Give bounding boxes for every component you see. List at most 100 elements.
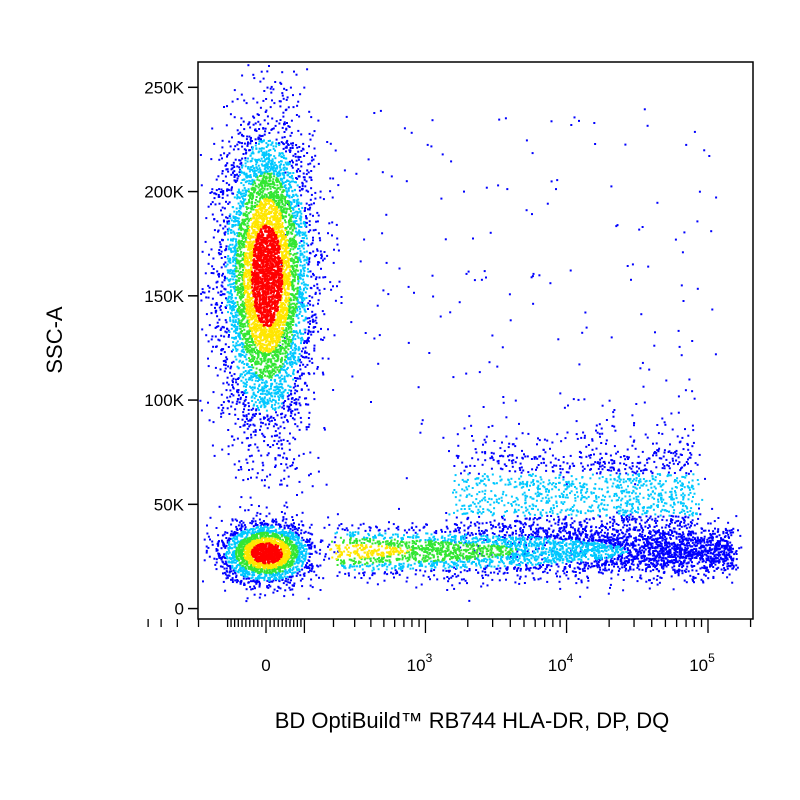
event-dot <box>468 472 471 475</box>
event-dot <box>554 536 557 539</box>
event-dot <box>267 418 270 421</box>
event-dot <box>673 548 676 550</box>
event-dot <box>376 583 379 586</box>
event-dot <box>564 515 567 518</box>
event-dot <box>699 567 702 570</box>
event-dot <box>563 527 566 530</box>
event-dot <box>294 571 297 574</box>
event-dot <box>264 111 267 113</box>
event-dot <box>551 530 554 533</box>
event-dot <box>675 520 678 523</box>
event-dot <box>737 529 739 532</box>
event-dot <box>616 548 618 551</box>
event-dot <box>653 557 656 560</box>
event-dot <box>269 106 272 109</box>
event-dot <box>521 480 524 483</box>
event-dot <box>686 547 688 550</box>
event-dot <box>651 547 654 549</box>
event-dot <box>224 589 227 592</box>
event-dot <box>308 132 311 135</box>
event-dot <box>666 559 669 562</box>
event-dot <box>665 379 668 382</box>
event-dot <box>709 549 712 551</box>
event-dot <box>237 132 240 135</box>
event-dot <box>687 462 689 465</box>
event-dot <box>253 77 256 80</box>
event-dot <box>598 545 601 548</box>
event-dot <box>539 511 542 514</box>
event-dot <box>601 525 604 528</box>
event-dot <box>692 552 695 555</box>
event-dot <box>524 455 527 458</box>
event-dot <box>210 350 213 353</box>
event-dot <box>211 213 214 216</box>
event-dot <box>683 579 686 582</box>
event-dot <box>560 538 563 541</box>
event-dot <box>643 558 646 561</box>
event-dot <box>597 561 600 563</box>
event-dot <box>243 431 246 434</box>
event-dot <box>542 458 545 461</box>
event-dot <box>576 535 579 538</box>
event-dot <box>546 202 549 205</box>
event-dot <box>568 559 571 562</box>
event-dot <box>222 190 225 192</box>
event-dot <box>270 128 273 131</box>
event-dot <box>652 552 655 555</box>
event-dot <box>225 537 228 539</box>
event-dot <box>617 468 620 471</box>
event-dot <box>635 538 638 541</box>
event-dot <box>670 521 673 524</box>
event-dot <box>247 448 250 451</box>
event-dot <box>548 520 551 523</box>
event-dot <box>529 517 531 520</box>
event-dot <box>726 558 729 561</box>
event-dot <box>717 530 720 533</box>
event-dot <box>225 168 228 171</box>
event-dot <box>654 476 657 479</box>
event-dot <box>222 191 225 194</box>
event-dot <box>630 555 633 558</box>
event-dot <box>203 538 206 541</box>
event-dot <box>627 520 629 523</box>
event-dot <box>625 567 627 570</box>
event-dot <box>491 473 494 476</box>
event-dot <box>319 541 322 543</box>
event-dot <box>252 579 255 582</box>
event-dot <box>299 404 302 407</box>
event-dot <box>225 307 227 309</box>
event-dot <box>280 82 283 85</box>
event-dot <box>505 465 508 467</box>
event-dot <box>293 382 296 385</box>
event-dot <box>663 451 666 454</box>
event-dot <box>223 106 225 108</box>
event-dot <box>226 576 229 579</box>
event-dot <box>475 569 478 571</box>
event-dot <box>320 257 323 260</box>
event-dot <box>324 276 327 279</box>
event-dot <box>307 372 310 374</box>
event-dot <box>259 428 261 431</box>
event-dot <box>605 540 608 542</box>
event-dot <box>466 570 469 573</box>
event-dot <box>614 546 617 549</box>
event-dot <box>719 543 721 546</box>
event-dot <box>287 398 290 401</box>
event-dot <box>306 567 309 569</box>
event-dot <box>705 559 708 562</box>
event-dot <box>240 523 243 526</box>
event-dot <box>633 439 636 442</box>
event-dot <box>580 451 582 454</box>
event-dot <box>555 464 558 467</box>
event-dot <box>676 569 679 572</box>
event-dot <box>679 555 682 558</box>
event-dot <box>614 548 617 551</box>
event-dot <box>679 545 682 548</box>
event-dot <box>655 539 658 542</box>
event-dot <box>231 167 234 170</box>
event-dot <box>221 293 224 296</box>
event-dot <box>256 524 259 526</box>
event-dot <box>467 531 470 534</box>
event-dot <box>691 578 694 581</box>
event-dot <box>725 544 728 547</box>
